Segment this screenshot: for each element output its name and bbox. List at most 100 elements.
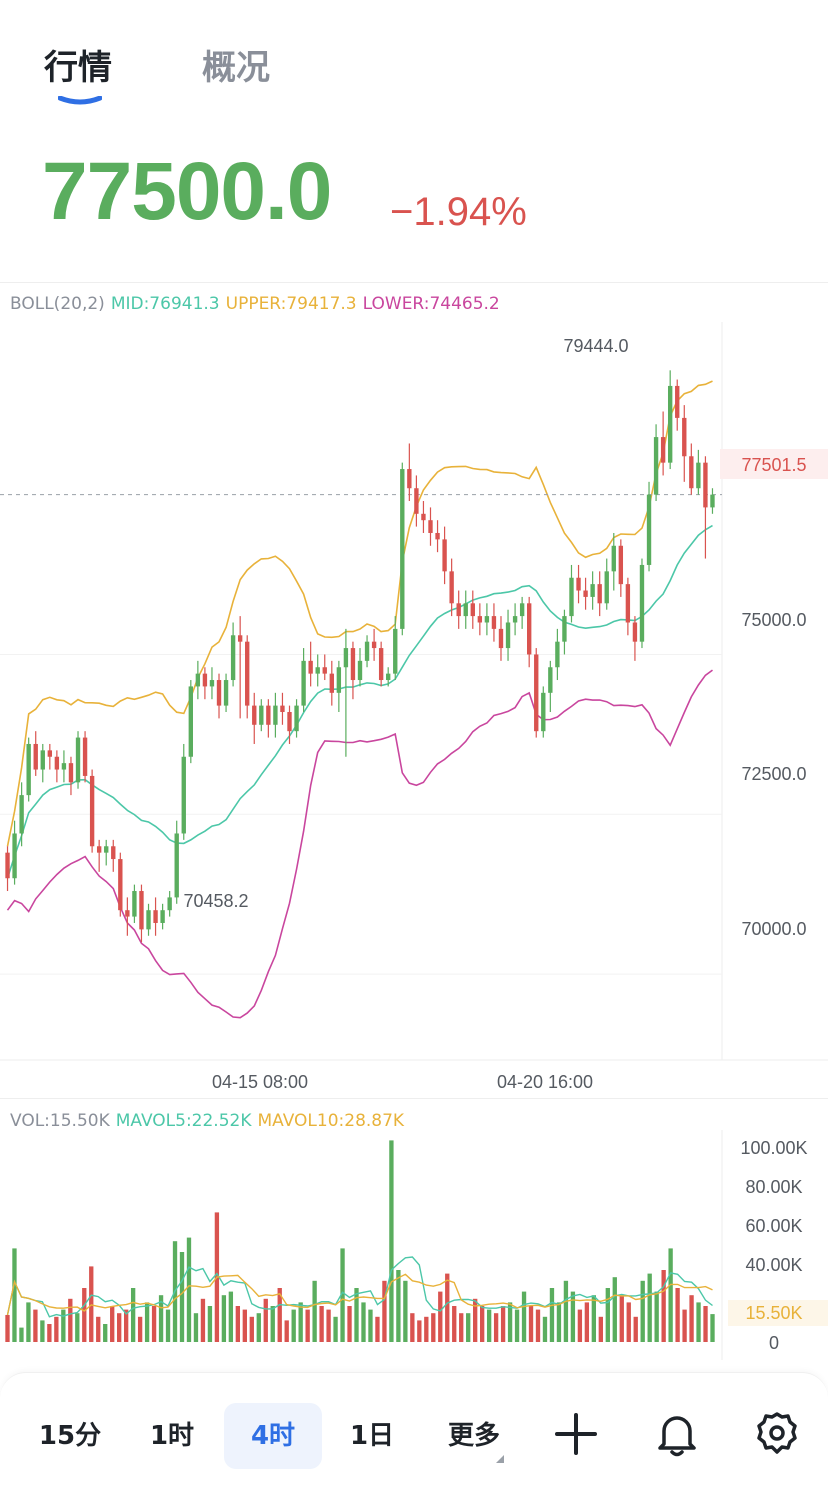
volume-bar <box>598 1316 603 1342</box>
volume-bar <box>375 1316 380 1342</box>
candle <box>230 622 236 687</box>
candle-body <box>407 469 412 489</box>
bottom-toolbar: 15分 1时 4时 1日 更多 <box>0 1372 828 1493</box>
candle <box>618 539 624 597</box>
period-1h[interactable]: 1时 <box>149 1421 195 1451</box>
volume-bar <box>165 1309 171 1342</box>
volume-bar <box>47 1324 52 1342</box>
candle <box>96 839 102 872</box>
candle-body <box>484 616 490 623</box>
candle-body <box>237 635 243 642</box>
candle <box>118 852 123 917</box>
candle <box>146 903 151 936</box>
candle-body <box>696 462 701 489</box>
volume-bar <box>368 1309 373 1342</box>
candle-body <box>463 603 468 617</box>
volume-bar <box>312 1280 317 1342</box>
mavol10-line <box>6 1273 713 1316</box>
candle-body <box>653 437 659 495</box>
candle <box>625 577 631 636</box>
period-more[interactable]: 更多 <box>447 1421 500 1451</box>
candle <box>223 673 229 712</box>
candle <box>47 743 53 770</box>
candle-body <box>68 763 74 783</box>
candle-body <box>639 564 645 642</box>
volume-bar <box>137 1316 143 1342</box>
volume-bar <box>654 1291 659 1342</box>
candle <box>414 475 419 527</box>
volume-bar <box>144 1302 150 1342</box>
tab-market[interactable]: 行情 <box>44 48 112 88</box>
volume-chart[interactable]: 100.00K 80.00K 60.00K 40.00K 15.50K 0 <box>0 1130 828 1360</box>
candle <box>61 750 67 783</box>
candle <box>89 769 95 853</box>
volume-bar <box>158 1295 164 1342</box>
candle <box>315 654 320 687</box>
tab-overview[interactable]: 概况 <box>202 48 270 88</box>
candle <box>400 462 405 636</box>
candle-body <box>590 584 595 597</box>
volume-bar <box>221 1295 227 1342</box>
candle-body <box>512 616 518 623</box>
mavol10-label: MAVOL10:28.87K <box>257 1111 405 1131</box>
volume-bar <box>263 1298 268 1342</box>
candle <box>26 737 31 802</box>
candle <box>266 699 271 738</box>
candle <box>597 571 602 617</box>
boll-legend: BOLL(20,2) MID:76941.3 UPPER:79417.3 LOWER:… <box>10 294 506 314</box>
candle <box>696 449 701 495</box>
candle-body <box>703 462 708 508</box>
volume-bar <box>40 1320 45 1342</box>
volume-bar <box>151 1306 157 1342</box>
period-4h[interactable]: 4时 <box>224 1403 322 1469</box>
candle <box>111 839 116 872</box>
vol-tick-80k: 80.00K <box>745 1177 802 1197</box>
plus-icon[interactable] <box>551 1409 601 1459</box>
candle-body <box>343 648 349 668</box>
volume-bar <box>619 1295 624 1342</box>
candle-body <box>555 641 560 668</box>
volume-bar <box>235 1306 241 1342</box>
volume-bar <box>19 1327 24 1342</box>
candle <box>287 705 292 744</box>
volume-bar <box>507 1302 513 1342</box>
candle-body <box>336 667 342 693</box>
boll-lower-line <box>6 669 713 1019</box>
candle-body <box>646 494 652 565</box>
volume-bar <box>389 1140 394 1342</box>
volume-bar <box>452 1306 457 1342</box>
period-1d[interactable]: 1日 <box>349 1421 395 1451</box>
candle <box>322 654 327 681</box>
candle-body <box>477 616 483 623</box>
mavol5-label: MAVOL5:22.52K <box>115 1111 252 1131</box>
price-chart[interactable]: 75000.0 72500.0 70000.0 77501.5 79444.0 … <box>0 322 828 1102</box>
volume-bar <box>33 1309 38 1342</box>
volume-bar <box>640 1280 645 1342</box>
period-15m[interactable]: 15分 <box>38 1421 102 1451</box>
candle-body <box>576 577 581 591</box>
candle <box>653 424 659 502</box>
candle <box>237 616 243 719</box>
candle <box>442 526 447 585</box>
candle-body <box>689 456 694 489</box>
volume-bar <box>682 1309 687 1342</box>
candle <box>68 756 74 796</box>
volume-bar <box>193 1313 199 1342</box>
volume-bar <box>298 1302 303 1342</box>
bell-icon[interactable] <box>652 1409 702 1459</box>
volume-bar <box>12 1248 17 1342</box>
candle-body <box>350 648 356 681</box>
volume-bar <box>186 1237 192 1342</box>
candle-body <box>195 673 201 687</box>
candle <box>519 596 525 629</box>
volume-bar <box>528 1306 534 1342</box>
candle-body <box>111 846 116 860</box>
candle-body <box>371 641 377 649</box>
gear-icon[interactable] <box>752 1409 802 1459</box>
candle <box>646 481 652 572</box>
candle <box>209 667 215 700</box>
vol-tick-0: 0 <box>769 1333 779 1353</box>
volume-bar <box>668 1248 673 1342</box>
volume-bar <box>340 1248 345 1342</box>
candle-body <box>287 712 292 732</box>
